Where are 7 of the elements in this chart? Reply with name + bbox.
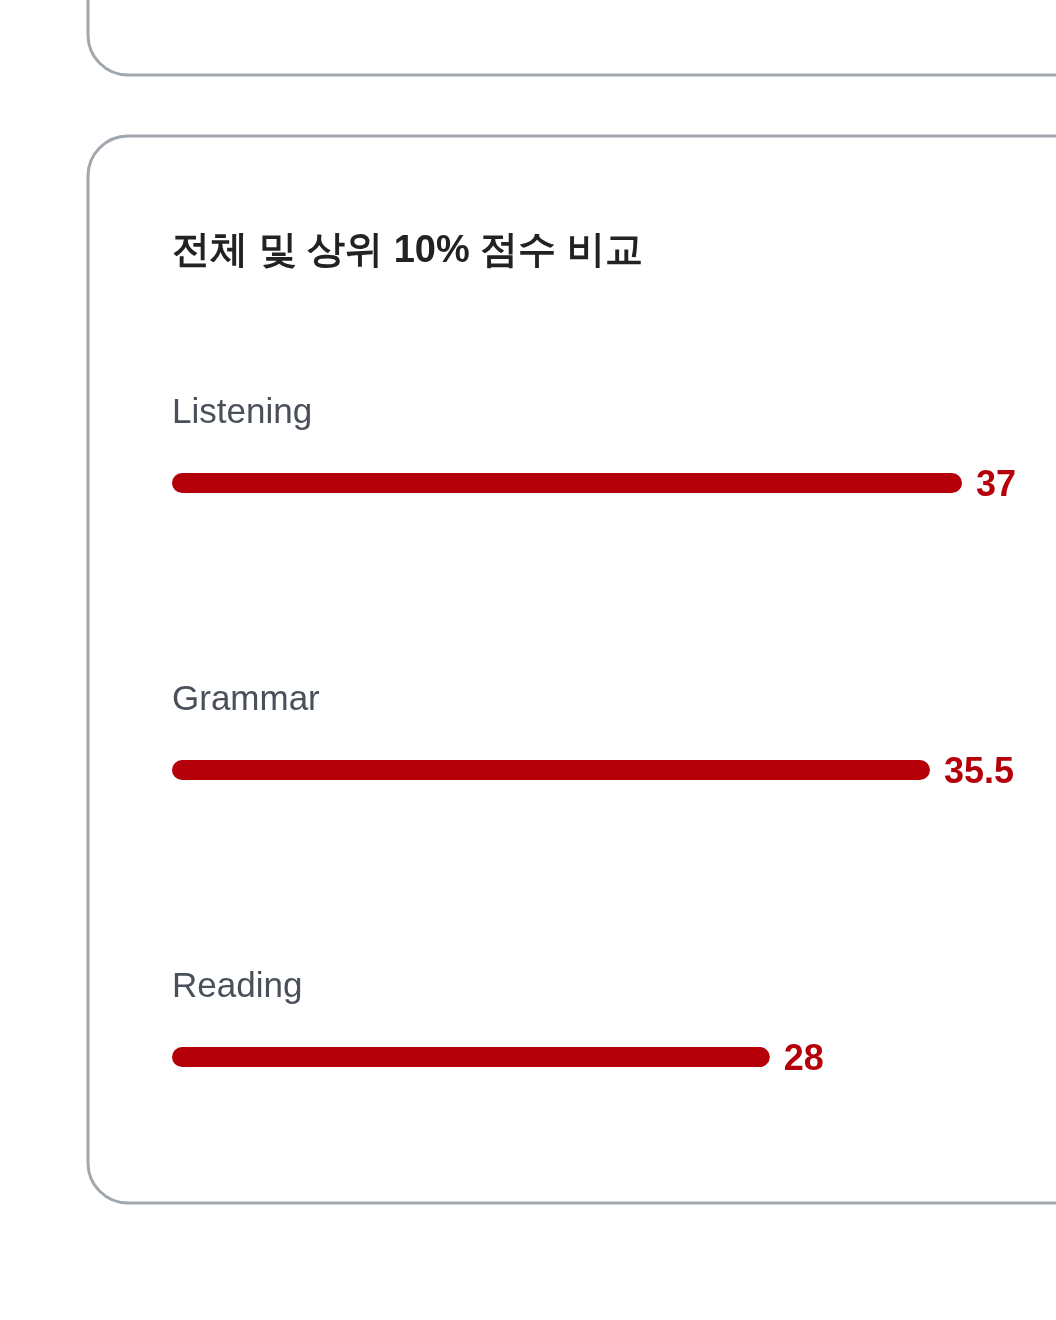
data-label: 37 — [976, 463, 1017, 504]
data-label: 28 — [783, 1037, 824, 1078]
y-tick-label: Reading — [172, 965, 303, 1004]
y-tick-label: Listening — [172, 391, 313, 430]
y-tick-label: Grammar — [172, 678, 321, 717]
chart-title: 전체 및 상위 10% 점수 비교 — [172, 228, 643, 270]
data-label: 35.5 — [943, 750, 1015, 791]
